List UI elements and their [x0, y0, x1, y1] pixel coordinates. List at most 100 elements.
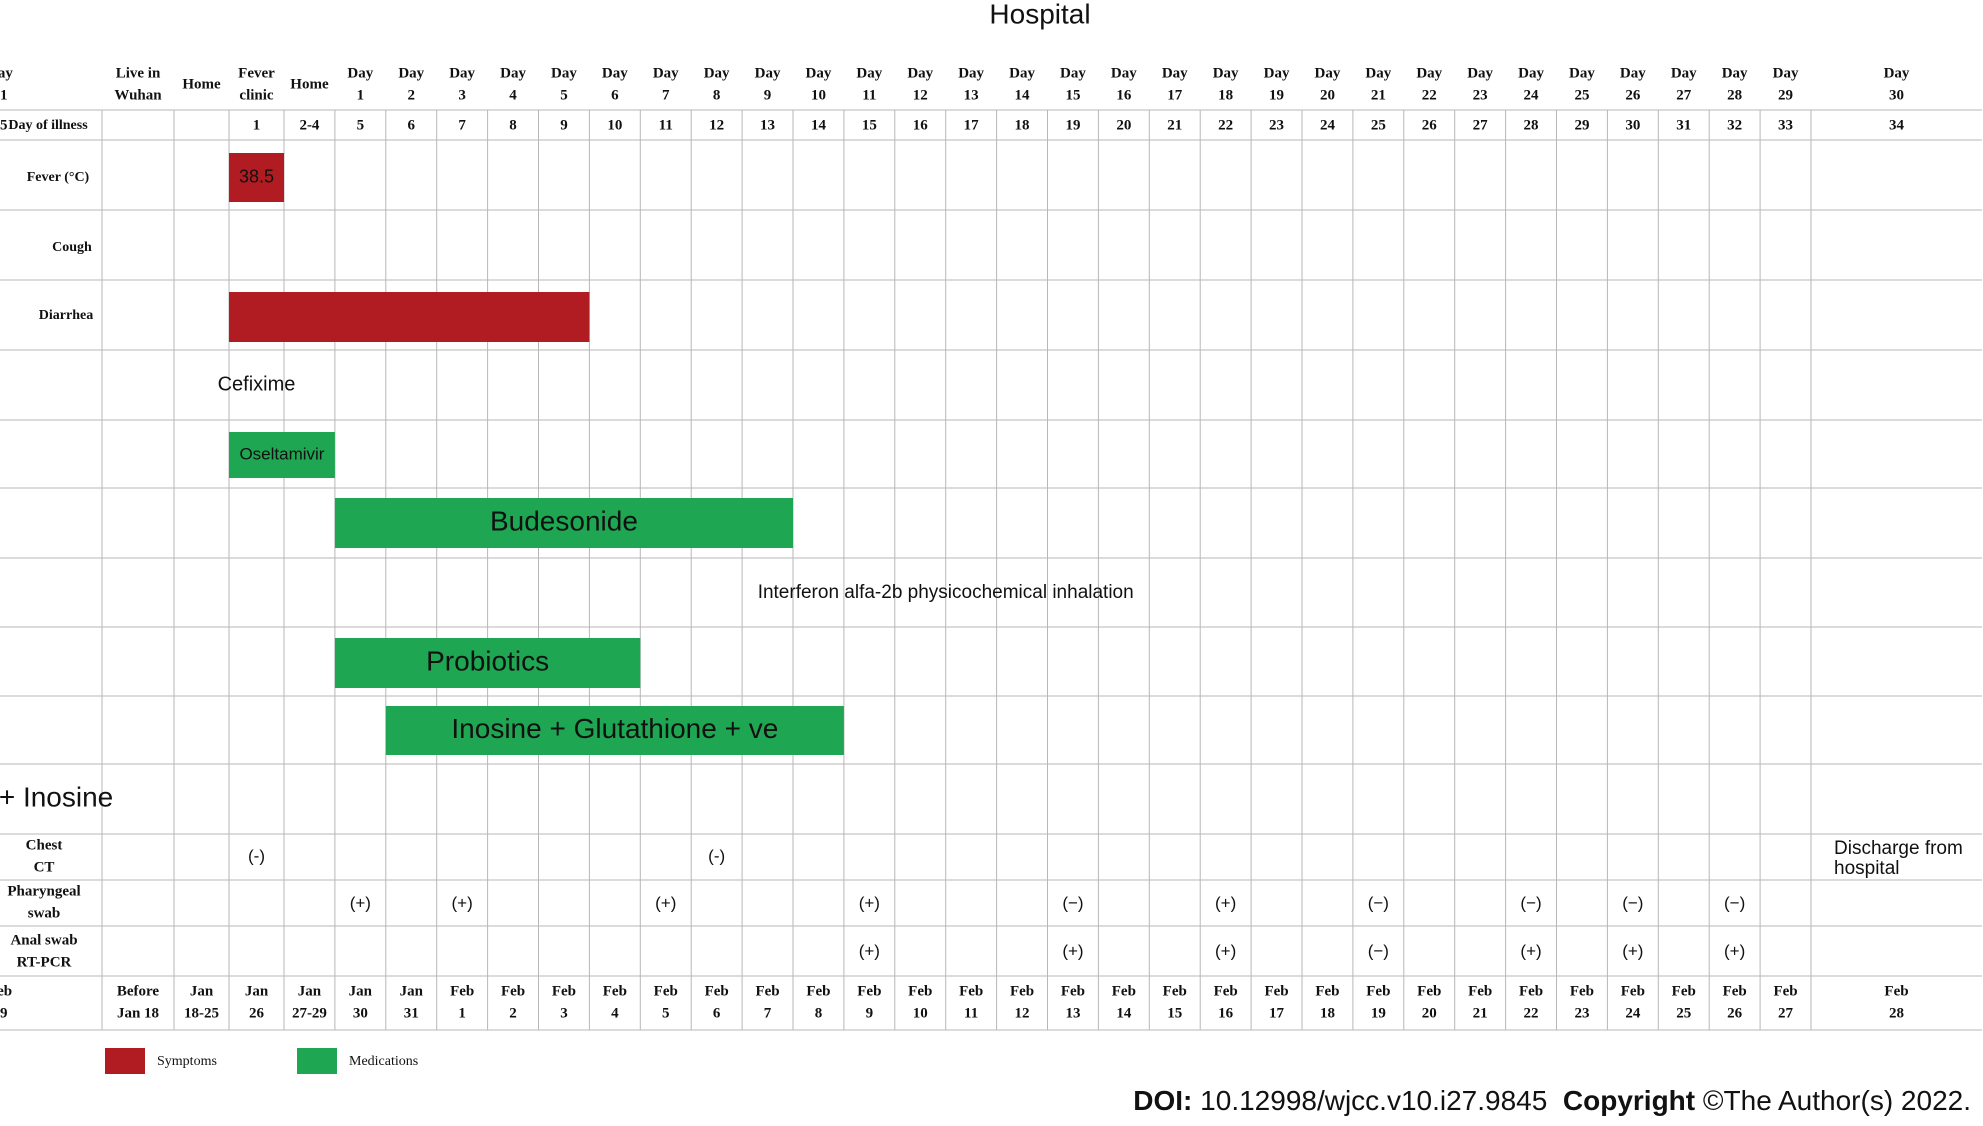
location-label: 15 [1065, 87, 1080, 103]
date-label: 27-29 [292, 1005, 327, 1021]
location-label: 30 [1889, 87, 1904, 103]
location-label: Day [1671, 65, 1697, 81]
test-result-anal: (−) [1368, 941, 1389, 960]
day-of-illness-label: 5 [357, 117, 365, 133]
location-label: 20 [1320, 87, 1335, 103]
day-of-illness-label: 10 [607, 117, 622, 133]
location-label: Day [1416, 65, 1442, 81]
date-label: Feb [1163, 983, 1187, 999]
test-result-pharyngeal: (+) [859, 893, 880, 912]
location-label: 11 [862, 87, 876, 103]
day-of-illness-label: 25 [1371, 117, 1386, 133]
date-label: Feb [552, 983, 576, 999]
location-label: Wuhan [114, 87, 162, 103]
day-of-illness-label: 20 [1116, 117, 1131, 133]
copyright-value: ©The Author(s) 2022. [1702, 1085, 1971, 1116]
row-label-diarrhea: Diarrhea [39, 308, 93, 323]
date-label: 30 [353, 1005, 368, 1021]
date-label: 26 [1727, 1005, 1743, 1021]
medication-label-probiotics: Probiotics [426, 645, 549, 676]
day-of-illness-label: 1 [253, 117, 261, 133]
day-of-illness-label: 24 [1320, 117, 1336, 133]
date-label: Feb [0, 983, 12, 999]
date-label: 23 [1574, 1005, 1589, 1021]
date-label: 26 [249, 1005, 265, 1021]
legend-swatch-symptoms [105, 1048, 145, 1074]
location-label: 19 [1269, 87, 1284, 103]
location-label: Day [1620, 65, 1646, 81]
day-of-illness-label: 2-4 [299, 117, 319, 133]
date-label: Feb [705, 983, 729, 999]
date-label: 24 [1625, 1005, 1641, 1021]
date-label: 21 [1473, 1005, 1488, 1021]
test-result-anal: (+) [1520, 941, 1541, 960]
date-label: 1 [458, 1005, 466, 1021]
date-label: Feb [1417, 983, 1441, 999]
location-label: 5 [560, 87, 568, 103]
date-label: 9 [866, 1005, 874, 1021]
day-of-illness-label: 11 [659, 117, 673, 133]
location-label: 3 [458, 87, 466, 103]
date-label: 20 [1422, 1005, 1437, 1021]
location-label: Day [0, 65, 13, 81]
day-of-illness-label: 19 [1065, 117, 1080, 133]
location-label: Fever [238, 65, 275, 81]
location-label: Day [1213, 65, 1239, 81]
date-label: Feb [1621, 983, 1645, 999]
date-label: Feb [755, 983, 779, 999]
location-label: Day [1773, 65, 1799, 81]
test-result-anal: (+) [1062, 941, 1083, 960]
date-label: Feb [806, 983, 830, 999]
location-label: Day [1315, 65, 1341, 81]
date-label: 11 [964, 1005, 978, 1021]
date-label: Jan [190, 983, 214, 999]
location-label: Day [449, 65, 475, 81]
row-label-cough: Cough [52, 240, 92, 255]
date-label: 31 [404, 1005, 419, 1021]
test-result-chest-ct: (-) [708, 846, 725, 865]
discharge-label: Discharge from [1834, 838, 1963, 859]
test-result-anal: (+) [859, 941, 880, 960]
location-label: Day [958, 65, 984, 81]
date-label: 4 [611, 1005, 619, 1021]
location-label: Day [1884, 65, 1910, 81]
date-label: Jan [298, 983, 322, 999]
location-label: 31 [0, 87, 8, 103]
date-label: 2 [509, 1005, 517, 1021]
date-label: Feb [1366, 983, 1390, 999]
location-label: 22 [1422, 87, 1437, 103]
date-label: Feb [1112, 983, 1136, 999]
row-label-pharyngeal-swab: swab [28, 905, 61, 921]
location-label: Day [1569, 65, 1595, 81]
location-label: 2 [408, 87, 416, 103]
location-label: Day [1060, 65, 1086, 81]
medication-label-budesonide: Budesonide [490, 505, 638, 536]
test-result-anal: (+) [1724, 941, 1745, 960]
location-label: Day [806, 65, 832, 81]
date-label: Feb [1519, 983, 1543, 999]
day-of-illness-label: 12 [709, 117, 724, 133]
location-label: 18 [1218, 87, 1233, 103]
date-label: 27 [1778, 1005, 1794, 1021]
day-of-illness-label: 35 [0, 117, 8, 133]
date-label: Feb [501, 983, 525, 999]
test-result-pharyngeal: (−) [1520, 893, 1541, 912]
date-label: 8 [815, 1005, 823, 1021]
location-label: Home [182, 76, 221, 92]
location-label: Day [500, 65, 526, 81]
date-label: 22 [1524, 1005, 1539, 1021]
date-label: Feb [857, 983, 881, 999]
location-label: Day [1111, 65, 1137, 81]
medication-label-oseltamivir: Oseltamivir [239, 444, 324, 463]
day-of-illness-label: 21 [1167, 117, 1182, 133]
legend-label-medications: Medications [349, 1054, 418, 1069]
location-label: 25 [1574, 87, 1589, 103]
location-label: Day [1467, 65, 1493, 81]
location-label: Day [704, 65, 730, 81]
location-label: Day [1162, 65, 1188, 81]
copyright-label: Copyright [1562, 1085, 1696, 1116]
day-of-illness-label: 29 [1574, 117, 1589, 133]
day-of-illness-label: 13 [760, 117, 775, 133]
location-label: Day [1365, 65, 1391, 81]
